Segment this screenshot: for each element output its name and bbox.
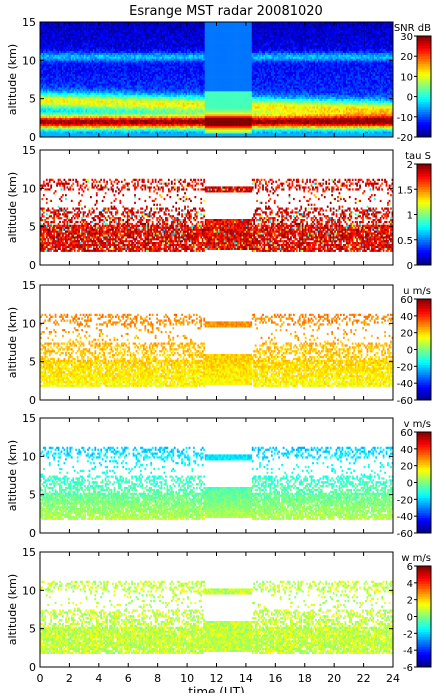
panel-SNR-heatmap <box>40 22 393 137</box>
chart-title: Esrange MST radar 20081020 <box>129 4 323 19</box>
